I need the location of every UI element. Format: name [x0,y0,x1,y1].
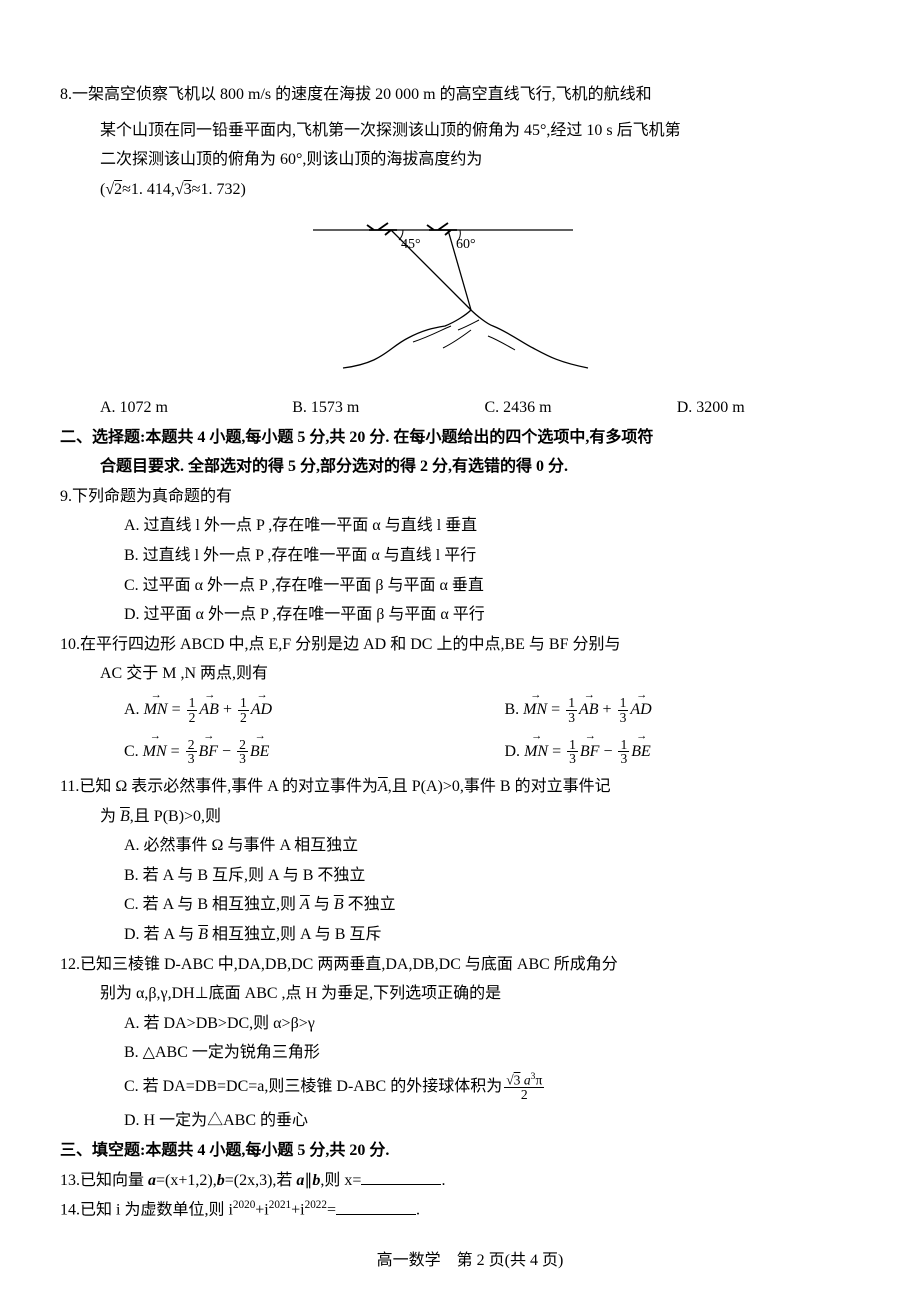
q11-opt-d: D. 若 A 与 B 相互独立,则 A 与 B 互斥 [60,920,885,950]
q12-opt-c: C. 若 DA=DB=DC=a,则三棱锥 D-ABC 的外接球体积为√3 a3π… [60,1068,885,1106]
q11-number: 11. [60,778,79,795]
q10-opt-b: B. MN = 13AB + 13AD [505,689,886,731]
section3-line1: 三、填空题:本题共 4 小题,每小题 5 分,共 20 分. [60,1136,885,1166]
q11-line1b: ,且 P(A)>0,事件 B 的对立事件记 [388,778,611,795]
q10-opt-a: A. MN = 12AB + 12AD [124,689,505,731]
q10-line2: AC 交于 M ,N 两点,则有 [60,659,885,689]
q9-opt-c: C. 过平面 α 外一点 P ,存在唯一平面 β 与平面 α 垂直 [60,571,885,601]
q9-stem: 下列命题为真命题的有 [72,488,232,505]
q12-opt-d: D. H 一定为△ABC 的垂心 [60,1106,885,1136]
section2-line1: 二、选择题:本题共 4 小题,每小题 5 分,共 20 分. 在每小题给出的四个… [60,423,885,453]
q9-opt-a: A. 过直线 l 外一点 P ,存在唯一平面 α 与直线 l 垂直 [60,511,885,541]
angle-60: 60° [456,237,476,252]
q13-blank [361,1168,441,1185]
q11-opt-b: B. 若 A 与 B 互斥,则 A 与 B 不独立 [60,861,885,891]
angle-45: 45° [401,237,421,252]
q10-opt-c: C. MN = 23BF − 23BE [124,731,505,773]
page-footer: 高一数学 第 2 页(共 4 页) [60,1246,880,1276]
q13: 13.已知向量 a=(x+1,2),b=(2x,3),若 a∥b,则 x=. [60,1166,885,1196]
q12-line2: 别为 α,β,γ,DH⊥底面 ABC ,点 H 为垂足,下列选项正确的是 [60,979,885,1009]
q12-opt-a: A. 若 DA>DB>DC,则 α>β>γ [60,1009,885,1039]
q8-line3: 二次探测该山顶的俯角为 60°,则该山顶的海拔高度约为 [60,145,885,175]
q9-opt-d: D. 过平面 α 外一点 P ,存在唯一平面 β 与平面 α 平行 [60,600,885,630]
q8-opt-c: C. 2436 m [485,393,677,423]
q14: 14.已知 i 为虚数单位,则 i2020+i2021+i2022=. [60,1195,885,1225]
q12-opt-b: B. △ABC 一定为锐角三角形 [60,1038,885,1068]
q11-opt-a: A. 必然事件 Ω 与事件 A 相互独立 [60,831,885,861]
q8-figure: 45° 60° [20,208,885,389]
q11-opt-c: C. 若 A 与 B 相互独立,则 A 与 B 不独立 [60,890,885,920]
q8-approx: (√2≈1. 414,√3≈1. 732) [60,175,885,205]
q12-number: 12. [60,956,80,973]
q8-opt-d: D. 3200 m [677,393,869,423]
q8-line2: 某个山顶在同一铅垂平面内,飞机第一次探测该山顶的俯角为 45°,经过 10 s … [60,116,885,146]
q11-line2a: 为 [100,808,116,825]
q9-opt-b: B. 过直线 l 外一点 P ,存在唯一平面 α 与直线 l 平行 [60,541,885,571]
q9-number: 9. [60,488,72,505]
q10-number: 10. [60,636,80,653]
q14-blank [336,1198,416,1215]
q8-opt-b: B. 1573 m [292,393,484,423]
q11-line2b: ,且 P(B)>0,则 [130,808,221,825]
q10-opt-d: D. MN = 13BF − 13BE [505,731,886,773]
q10-line1: 在平行四边形 ABCD 中,点 E,F 分别是边 AD 和 DC 上的中点,BE… [80,636,620,653]
q11-line1a: 已知 Ω 表示必然事件,事件 A 的对立事件为 [79,778,378,795]
q8-line1: 一架高空侦察飞机以 800 m/s 的速度在海拔 20 000 m 的高空直线飞… [72,86,652,103]
q8-number: 8. [60,86,72,103]
q8-opt-a: A. 1072 m [100,393,292,423]
section2-line2: 合题目要求. 全部选对的得 5 分,部分选对的得 2 分,有选错的得 0 分. [60,452,885,482]
q12-line1: 已知三棱锥 D-ABC 中,DA,DB,DC 两两垂直,DA,DB,DC 与底面… [80,956,618,973]
